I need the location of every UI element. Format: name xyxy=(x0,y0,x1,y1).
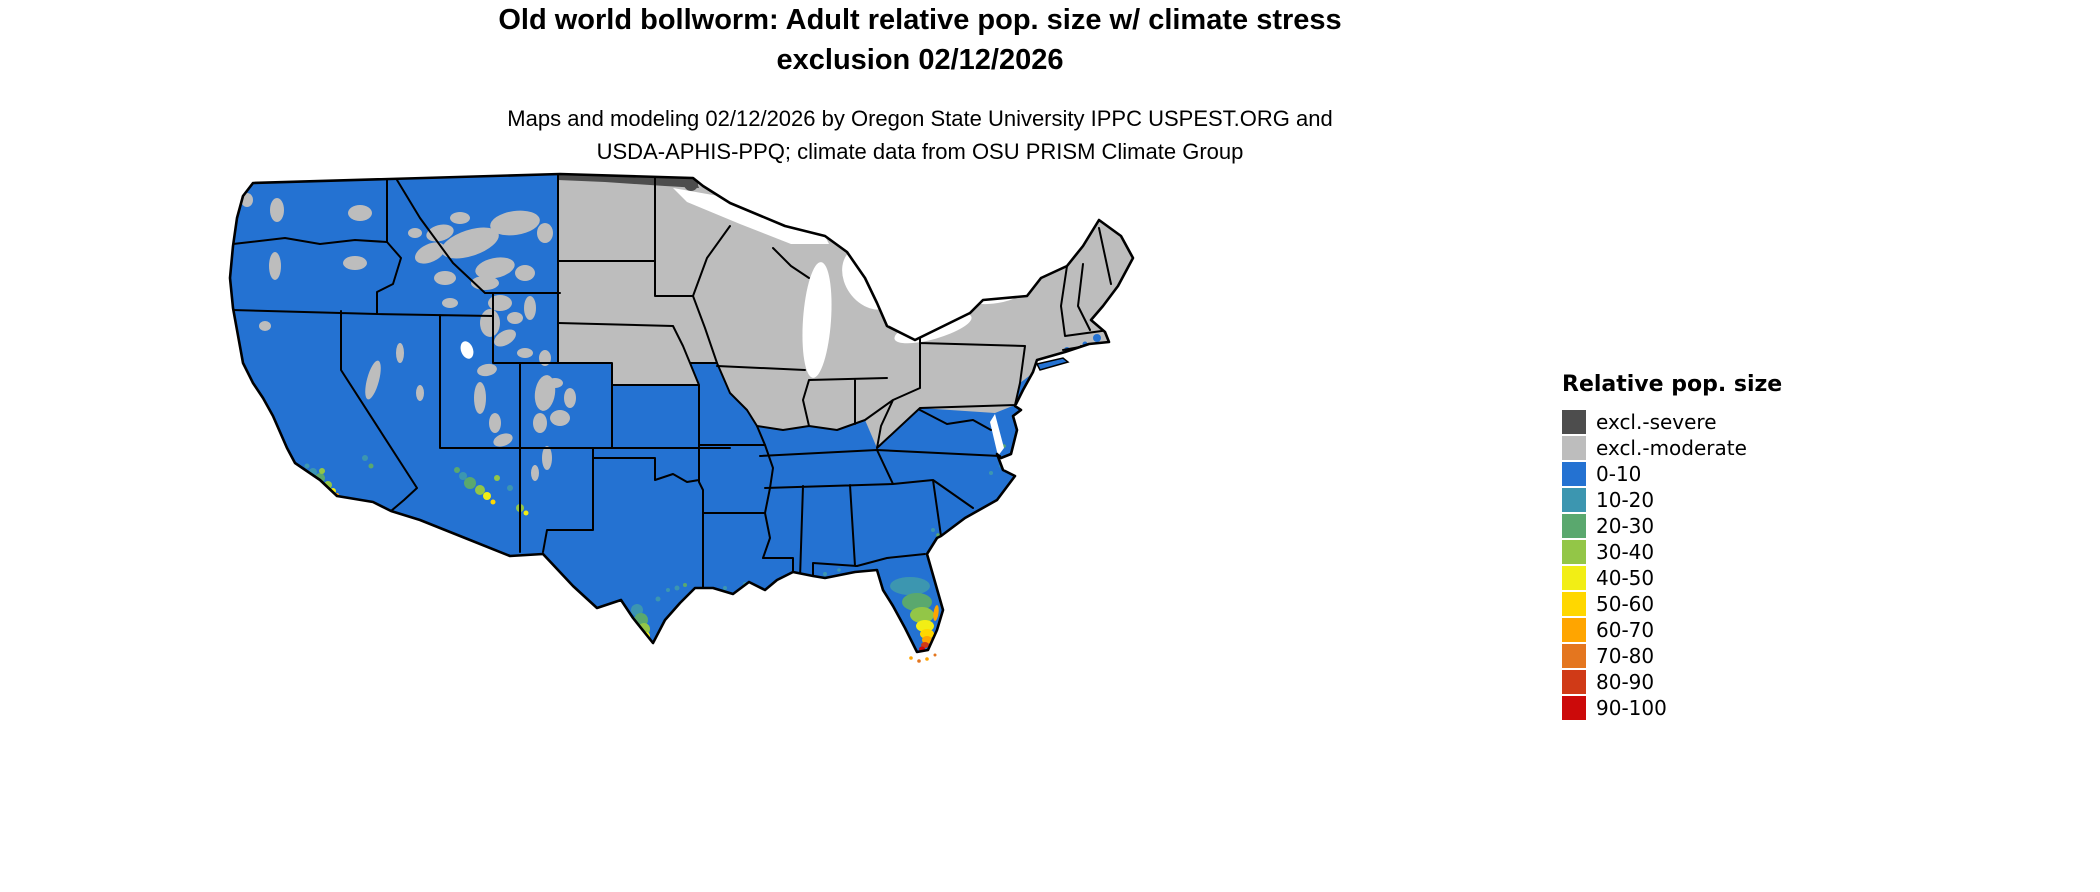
legend-label-b90100: 90-100 xyxy=(1596,696,1667,720)
legend-item-b1020: 10-20 xyxy=(1562,487,1822,513)
legend-swatch-severe xyxy=(1562,410,1586,434)
legend-swatch-b2030 xyxy=(1562,514,1586,538)
map-title-line2: exclusion 02/12/2026 xyxy=(776,44,1064,76)
us-map xyxy=(228,172,1135,663)
legend-items: excl.-severe excl.-moderate 0-10 10-20 20-30… xyxy=(1562,409,1822,721)
lake-michigan xyxy=(802,262,832,378)
map-subtitle-line2: USDA-APHIS-PPQ; climate data from OSU PR… xyxy=(596,139,1244,164)
us-outline xyxy=(228,172,1135,654)
legend-item-b6070: 60-70 xyxy=(1562,617,1822,643)
legend-label-b6070: 60-70 xyxy=(1596,618,1655,642)
legend-swatch-moderate xyxy=(1562,436,1586,460)
legend-swatch-b1020 xyxy=(1562,488,1586,512)
legend-label-b5060: 50-60 xyxy=(1596,592,1655,616)
legend-item-b4050: 40-50 xyxy=(1562,565,1822,591)
legend-item-b7080: 70-80 xyxy=(1562,643,1822,669)
legend-label-severe: excl.-severe xyxy=(1596,410,1717,434)
legend-item-b2030: 20-30 xyxy=(1562,513,1822,539)
legend-item-b8090: 80-90 xyxy=(1562,669,1822,695)
legend-item-severe: excl.-severe xyxy=(1562,409,1822,435)
legend-swatch-b90100 xyxy=(1562,696,1586,720)
legend-label-b4050: 40-50 xyxy=(1596,566,1655,590)
legend-item-b90100: 90-100 xyxy=(1562,695,1822,721)
legend-label-moderate: excl.-moderate xyxy=(1596,436,1747,460)
legend-swatch-b4050 xyxy=(1562,566,1586,590)
chesapeake-bay xyxy=(990,414,1004,456)
map-title-line1: Old world bollworm: Adult relative pop. … xyxy=(498,4,1342,36)
legend-label-b7080: 70-80 xyxy=(1596,644,1655,668)
legend-item-b5060: 50-60 xyxy=(1562,591,1822,617)
legend-label-b3040: 30-40 xyxy=(1596,540,1655,564)
legend-swatch-b3040 xyxy=(1562,540,1586,564)
mountain-exclusion-patches xyxy=(241,193,576,481)
florida-keys xyxy=(909,653,937,663)
map-area xyxy=(225,158,1145,678)
legend-label-b8090: 80-90 xyxy=(1596,670,1655,694)
long-island xyxy=(1035,357,1070,371)
state-borders xyxy=(231,174,1112,591)
header: Old world bollworm: Adult relative pop. … xyxy=(0,0,1840,168)
legend-swatch-b0010 xyxy=(1562,462,1586,486)
map-subtitle: Maps and modeling 02/12/2026 by Oregon S… xyxy=(0,102,1840,168)
legend-item-moderate: excl.-moderate xyxy=(1562,435,1822,461)
great-salt-lake xyxy=(460,341,474,359)
legend-label-b1020: 10-20 xyxy=(1596,488,1655,512)
legend-swatch-b5060 xyxy=(1562,592,1586,616)
legend-swatch-b6070 xyxy=(1562,618,1586,642)
legend-swatch-b7080 xyxy=(1562,644,1586,668)
legend: Relative pop. size excl.-severe excl.-mod… xyxy=(1562,372,1822,721)
map-subtitle-line1: Maps and modeling 02/12/2026 by Oregon S… xyxy=(507,106,1333,131)
legend-item-b3040: 30-40 xyxy=(1562,539,1822,565)
legend-item-b0010: 0-10 xyxy=(1562,461,1822,487)
map-title: Old world bollworm: Adult relative pop. … xyxy=(0,0,1840,80)
lake-superior xyxy=(673,188,829,244)
legend-swatch-b8090 xyxy=(1562,670,1586,694)
legend-label-b0010: 0-10 xyxy=(1596,462,1642,486)
legend-label-b2030: 20-30 xyxy=(1596,514,1655,538)
legend-title: Relative pop. size xyxy=(1562,372,1783,397)
